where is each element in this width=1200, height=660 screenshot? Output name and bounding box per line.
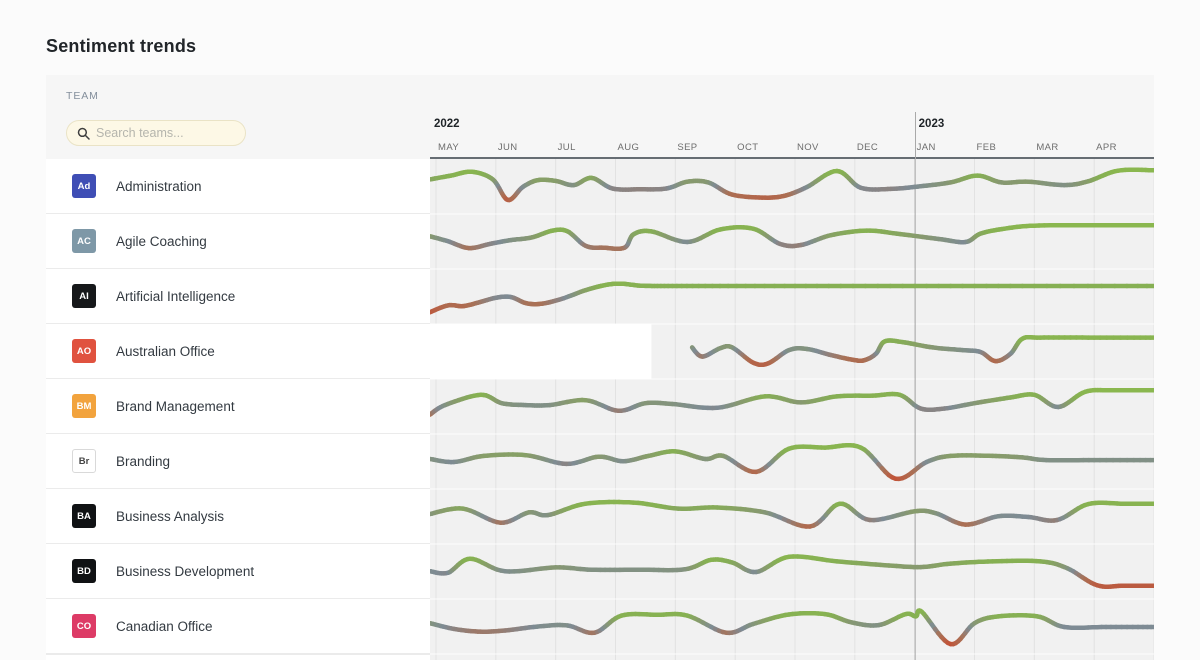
month-label-jun: JUN	[497, 142, 518, 153]
sparkline-agile-coaching	[430, 223, 1154, 251]
team-name: Business Analysis	[116, 508, 225, 524]
month-label-apr: APR	[1096, 142, 1117, 153]
team-avatar-branding: Br	[72, 449, 96, 473]
chart-header-underline	[430, 157, 1154, 159]
month-label-aug: AUG	[617, 142, 640, 153]
team-row-canadian-office[interactable]: CO Canadian Office	[46, 599, 430, 654]
team-avatar-brand-management: BM	[72, 394, 96, 418]
sparkline-australian-office	[689, 334, 1154, 368]
team-name: Brand Management	[116, 398, 235, 414]
sparkline-business-development	[430, 554, 1154, 589]
year-divider-line-body	[914, 159, 916, 660]
sparkline-business-analysis	[430, 499, 1154, 529]
team-row-branding[interactable]: Br Branding	[46, 434, 430, 489]
sparkline-branding	[430, 442, 1154, 482]
sparkline-administration	[430, 167, 1154, 203]
team-row-artificial-intelligence[interactable]: AI Artificial Intelligence	[46, 269, 430, 324]
month-label-feb: FEB	[976, 142, 997, 153]
team-name: Australian Office	[116, 343, 215, 359]
page-title: Sentiment trends	[46, 36, 197, 56]
month-label-dec: DEC	[856, 142, 879, 153]
year-label-2022: 2022	[434, 118, 460, 130]
team-row-agile-coaching[interactable]: AC Agile Coaching	[46, 214, 430, 269]
team-avatar-australian-office: AO	[72, 339, 96, 363]
team-avatar-business-analysis: BA	[72, 504, 96, 528]
team-row-business-analysis[interactable]: BA Business Analysis	[46, 489, 430, 544]
team-column-label: TEAM	[66, 90, 99, 102]
team-avatar-agile-coaching: AC	[72, 229, 96, 253]
year-label-2023: 2023	[918, 118, 945, 130]
chart-background	[430, 159, 1154, 660]
team-row-partial	[46, 654, 430, 660]
month-label-sep: SEP	[677, 142, 698, 153]
team-row-business-development[interactable]: BD Business Development	[46, 544, 430, 599]
highlighted-row-band	[430, 324, 652, 379]
team-name: Branding	[116, 453, 171, 469]
team-name: Canadian Office	[116, 618, 213, 634]
team-name: Administration	[116, 178, 202, 194]
sentiment-panel: TEAM MAY JUN JUL AUG SEP OCT NOV DEC JAN FEB MAR AP…	[46, 75, 1154, 660]
year-divider-line	[914, 112, 916, 159]
sentiment-sparklines-chart	[430, 159, 1154, 660]
month-label-jul: JUL	[557, 142, 576, 153]
sparkline-artificial-intelligence	[430, 281, 1154, 315]
team-name: Artificial Intelligence	[116, 288, 236, 304]
month-label-mar: MAR	[1036, 142, 1059, 153]
row-separators	[430, 213, 1154, 655]
team-name: Business Development	[116, 563, 255, 579]
search-box[interactable]	[66, 120, 246, 146]
team-avatar-business-development: BD	[72, 559, 96, 583]
team-name: Agile Coaching	[116, 233, 207, 249]
team-row-brand-management[interactable]: BM Brand Management	[46, 379, 430, 434]
month-label-nov: NOV	[797, 142, 819, 153]
team-avatar-canadian-office: CO	[72, 614, 96, 638]
month-gridlines	[435, 159, 1154, 660]
search-icon	[77, 127, 90, 140]
team-avatar-administration: Ad	[72, 174, 96, 198]
team-avatar-artificial-intelligence: AI	[72, 284, 96, 308]
month-label-may: MAY	[438, 142, 460, 153]
search-input[interactable]	[96, 126, 235, 140]
team-row-administration[interactable]: Ad Administration	[46, 159, 430, 214]
month-label-jan: JAN	[916, 142, 936, 153]
sparkline-brand-management	[430, 387, 1154, 417]
month-label-oct: OCT	[737, 142, 759, 153]
team-row-australian-office[interactable]: AO Australian Office	[46, 324, 430, 379]
sparkline-canadian-office	[430, 608, 1154, 647]
